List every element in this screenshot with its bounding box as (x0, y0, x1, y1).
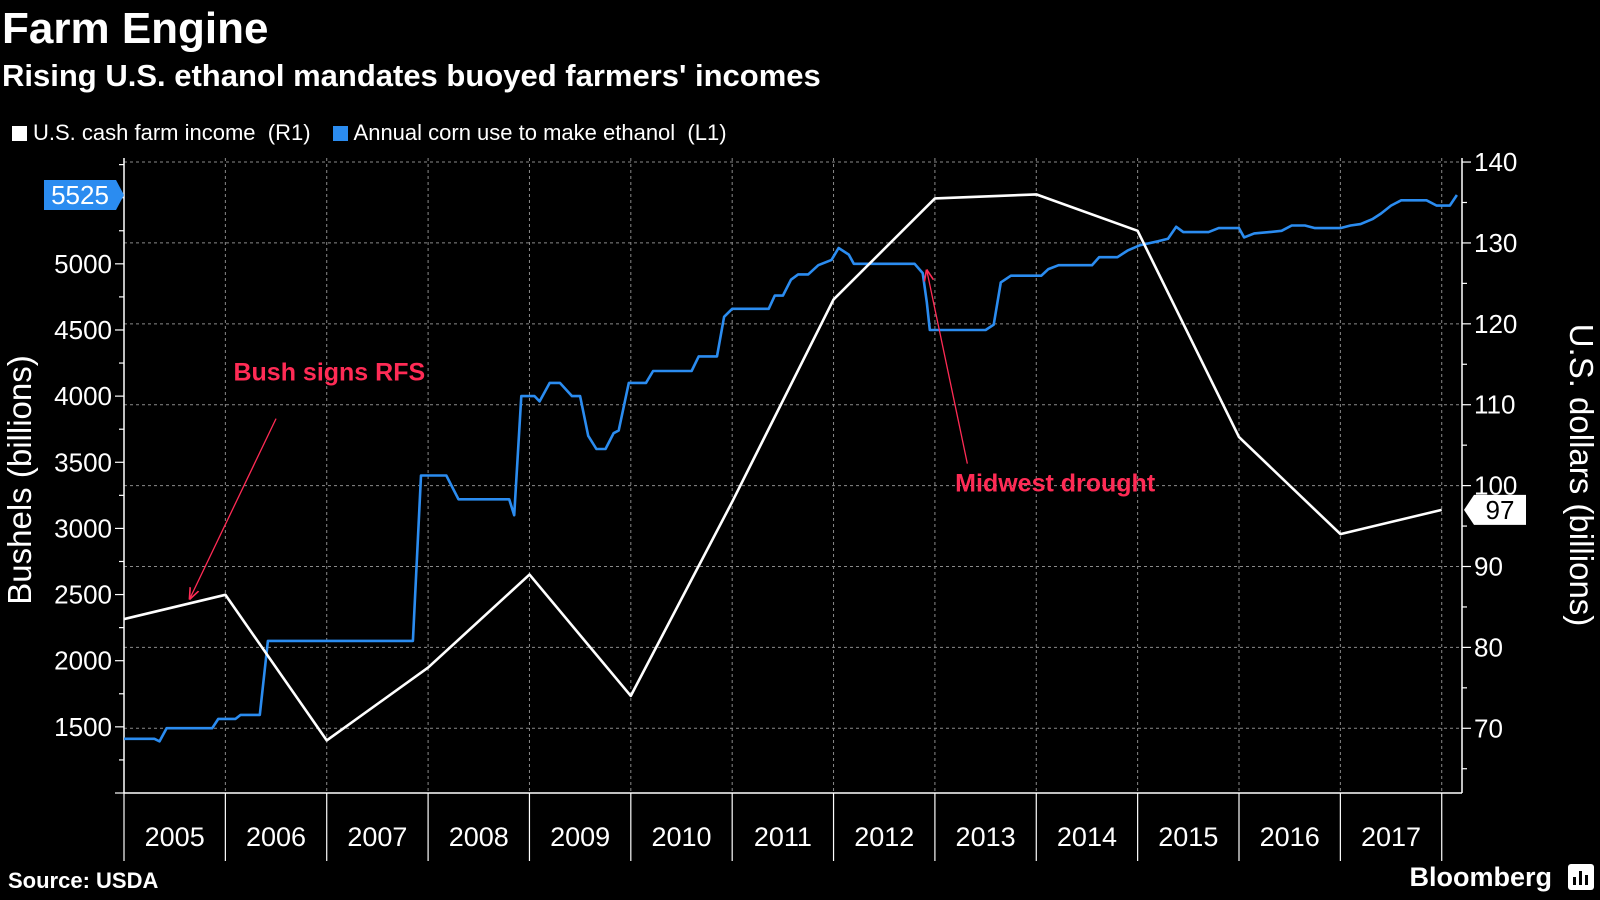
left-tick-label: 3000 (54, 513, 112, 543)
x-tick-label: 2016 (1260, 822, 1320, 852)
x-tick-label: 2013 (956, 822, 1016, 852)
chart-subtitle: Rising U.S. ethanol mandates buoyed farm… (2, 58, 821, 93)
left-tick-label: 2000 (54, 646, 112, 676)
left-axis-title: Bushels (billions) (1, 355, 38, 604)
right-tick-label: 130 (1474, 228, 1517, 258)
annotation-text: Midwest drought (955, 469, 1156, 497)
right-tick-label: 70 (1474, 713, 1503, 743)
axes: 1500200025003000350040004500500070809010… (1, 147, 1600, 861)
legend-swatch-corn (332, 125, 348, 141)
bloomberg-chart-icon (1568, 864, 1594, 890)
x-tick-label: 2009 (550, 822, 610, 852)
legend-item-income: U.S. cash farm income (R1) (12, 120, 311, 146)
left-tick-label: 4500 (54, 315, 112, 345)
right-tick-label: 80 (1474, 632, 1503, 662)
left-tick-label: 2500 (54, 580, 112, 610)
x-tick-label: 2005 (145, 822, 205, 852)
legend-label-income: U.S. cash farm income (33, 120, 256, 145)
x-tick-label: 2008 (449, 822, 509, 852)
corn-ethanol-line (124, 194, 1458, 743)
legend-item-corn: Annual corn use to make ethanol (L1) (332, 120, 727, 146)
x-tick-label: 2007 (347, 822, 407, 852)
legend-swatch-income (12, 125, 27, 141)
right-tick-label: 110 (1474, 390, 1515, 420)
left-tick-label: 5000 (54, 249, 112, 279)
value-labels: 5525 97 (44, 180, 1526, 525)
x-tick-label: 2015 (1158, 822, 1218, 852)
annotation-arrow (190, 418, 277, 599)
legend-label-corn: Annual corn use to make ethanol (353, 120, 676, 145)
series-layer (123, 193, 1458, 743)
income-last-value-tag (1464, 494, 1526, 525)
x-tick-label: 2017 (1361, 822, 1421, 852)
chart-title: Farm Engine (2, 4, 269, 53)
income-last-value-text: 97 (1486, 495, 1515, 525)
corn-last-value-text: 5525 (51, 180, 109, 210)
annotation-arrow (927, 270, 968, 464)
x-tick-label: 2011 (754, 822, 812, 852)
right-axis-title: U.S. dollars (billions) (1563, 324, 1600, 627)
corn-last-value-tag (44, 180, 124, 211)
x-tick-label: 2014 (1057, 822, 1117, 852)
farm-income-line (123, 193, 1443, 742)
x-tick-label: 2010 (651, 822, 711, 852)
brand-wordmark: Bloomberg (1409, 862, 1552, 892)
legend: U.S. cash farm income (R1) Annual corn u… (12, 120, 749, 146)
left-tick-label: 4000 (54, 381, 112, 411)
legend-tag-income: (R1) (267, 120, 311, 145)
left-tick-label: 1500 (54, 712, 112, 742)
right-tick-label: 140 (1474, 147, 1517, 177)
legend-tag-corn: (L1) (687, 120, 727, 145)
annotation-layer: Bush signs RFS Midwest drought (190, 270, 1156, 598)
right-tick-label: 120 (1474, 309, 1517, 339)
annotation-text: Bush signs RFS (233, 358, 425, 386)
left-tick-label: 3500 (54, 447, 112, 477)
x-tick-label: 2006 (246, 822, 306, 852)
right-tick-label: 90 (1474, 552, 1503, 582)
grid-lines (123, 158, 1462, 793)
x-tick-label: 2012 (854, 822, 914, 852)
source-note: Source: USDA (8, 868, 159, 893)
